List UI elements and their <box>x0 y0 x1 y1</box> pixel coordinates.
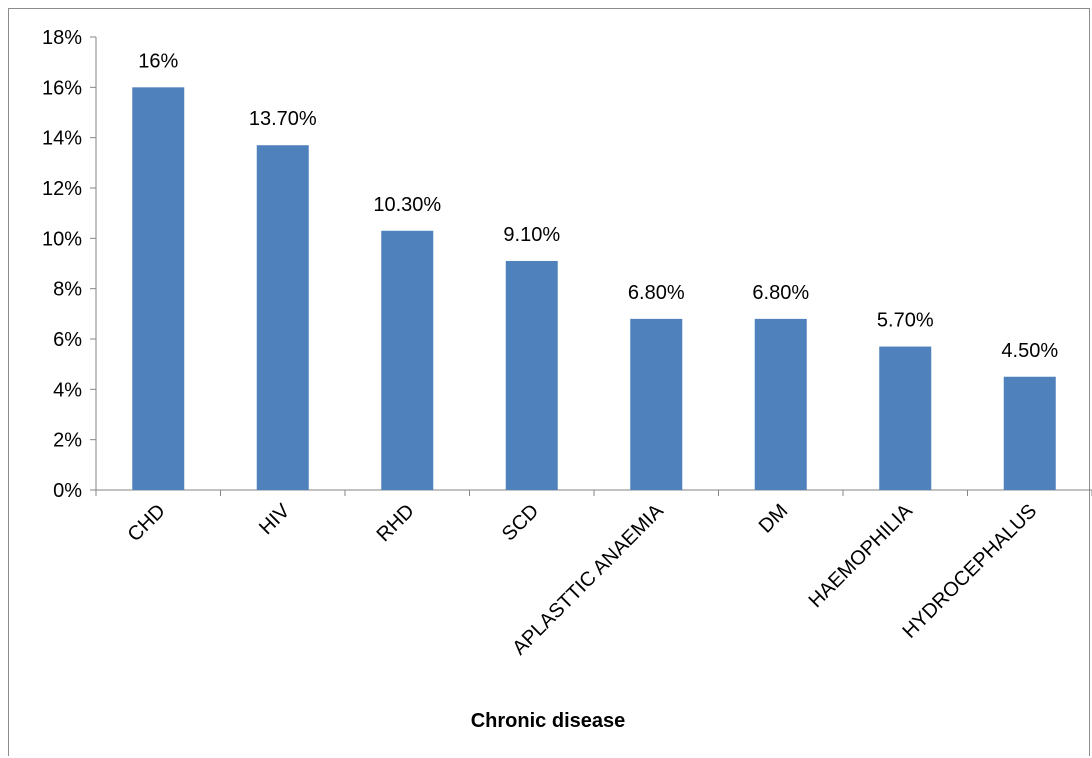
y-tick-label: 4% <box>53 379 82 401</box>
y-tick-label: 6% <box>53 329 82 351</box>
y-tick-label: 8% <box>53 279 82 301</box>
data-label: 6.80% <box>628 282 685 304</box>
data-label: 16% <box>138 50 178 72</box>
x-axis-title: Chronic disease <box>471 710 626 732</box>
data-label: 10.30% <box>373 194 441 216</box>
data-labels: 16% 13.70% 10.30% 9.10% 6.80% 6.80% 5.70% 4.50% <box>138 50 1058 361</box>
category-label: HIV <box>255 500 295 540</box>
bar <box>505 260 558 490</box>
y-tick-label: 2% <box>53 430 82 452</box>
bars <box>132 87 1056 491</box>
data-label: 5.70% <box>877 310 934 332</box>
category-label: CHD <box>124 500 170 546</box>
category-label: HYDROCEPHALUS <box>898 500 1041 643</box>
y-tick-label: 0% <box>53 480 82 502</box>
bar <box>381 230 434 491</box>
category-label: DM <box>755 500 793 538</box>
data-label: 9.10% <box>503 224 560 246</box>
data-label: 4.50% <box>1001 340 1058 362</box>
bar <box>879 346 932 490</box>
data-label: 13.70% <box>249 108 317 130</box>
x-axis <box>95 489 1092 496</box>
category-label: HAEMOPHILIA <box>805 500 918 613</box>
y-axis: 0% 2% 4% 6% 8% 10% 12% 14% 16% 18% <box>42 27 97 502</box>
bar <box>256 145 309 490</box>
bar <box>630 318 683 490</box>
category-label: SCD <box>498 500 543 545</box>
bar <box>1003 376 1056 490</box>
data-label: 6.80% <box>752 282 809 304</box>
category-label: RHD <box>373 500 419 546</box>
y-tick-label: 14% <box>42 128 82 150</box>
bar <box>754 318 807 490</box>
y-tick-label: 10% <box>42 228 82 250</box>
y-tick-label: 16% <box>42 77 82 99</box>
y-tick-label: 12% <box>42 178 82 200</box>
bar <box>132 87 185 490</box>
y-tick-label: 18% <box>42 27 82 49</box>
